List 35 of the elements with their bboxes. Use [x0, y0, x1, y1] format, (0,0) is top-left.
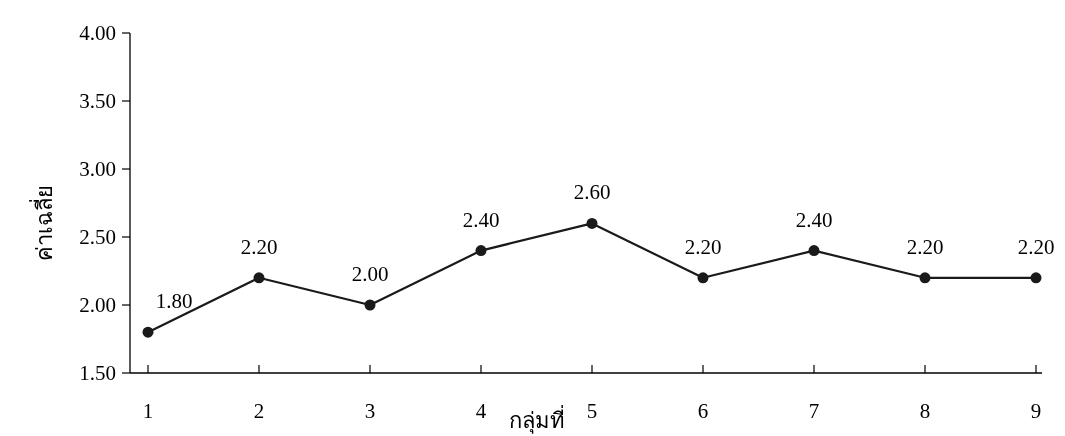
x-tick-label: 5	[586, 399, 598, 423]
x-tick-label: 9	[1030, 399, 1042, 423]
x-tick-label: 3	[364, 399, 376, 423]
data-label: 2.20	[1017, 234, 1055, 259]
x-tick-label: 6	[697, 399, 709, 423]
y-tick-label: 3.50	[79, 89, 116, 113]
x-tick-label: 2	[253, 399, 265, 423]
y-tick-label: 2.00	[79, 293, 116, 317]
data-label: 2.00	[351, 262, 389, 286]
data-label: 1.80	[155, 289, 193, 314]
point	[586, 217, 598, 229]
y-tick-label: 1.50	[79, 361, 116, 385]
x-tick-label: 4	[475, 399, 487, 423]
y-axis-title: ค่าเฉลี่ย	[29, 185, 57, 261]
data-label: 2.20	[906, 234, 944, 259]
point	[808, 245, 820, 257]
point	[142, 326, 154, 338]
data-label: 2.40	[462, 207, 500, 232]
x-axis-title: กลุ่มที่	[508, 405, 565, 434]
data-label: 2.20	[684, 234, 722, 259]
x-tick-label: 1	[142, 399, 154, 423]
data-label: 2.20	[240, 234, 278, 259]
y-tick-label: 4.00	[79, 21, 116, 45]
point	[253, 272, 265, 284]
point	[364, 299, 376, 311]
point	[1030, 272, 1042, 284]
y-tick-label: 3.00	[79, 157, 116, 181]
x-tick-label: 7	[808, 399, 820, 423]
y-tick-label: 2.50	[79, 225, 116, 249]
x-tick-label: 8	[919, 399, 931, 423]
point	[475, 245, 487, 257]
data-label: 2.40	[795, 207, 833, 232]
point	[697, 272, 709, 284]
point	[919, 272, 931, 284]
data-label: 2.60	[573, 180, 611, 205]
